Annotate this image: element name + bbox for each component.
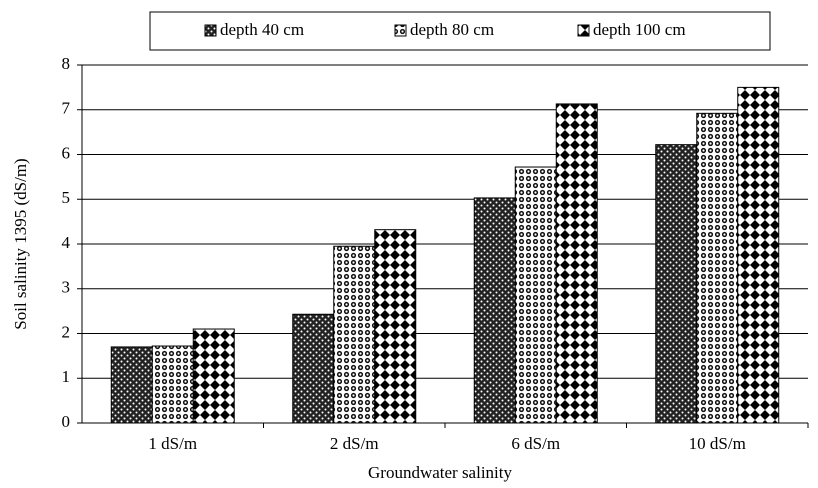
bar xyxy=(737,86,780,424)
x-tick-label: 1 dS/m xyxy=(148,434,197,453)
x-tick-label: 2 dS/m xyxy=(330,434,379,453)
legend-box xyxy=(149,11,771,51)
y-tick-label: 1 xyxy=(62,367,71,386)
y-tick-label: 7 xyxy=(62,99,71,118)
y-tick-label: 2 xyxy=(62,322,71,341)
bar xyxy=(555,103,598,424)
bar xyxy=(333,245,376,424)
bar xyxy=(151,345,194,424)
bar xyxy=(696,112,739,424)
y-tick-label: 6 xyxy=(62,143,71,162)
bar xyxy=(514,166,557,424)
x-tick-label: 6 dS/m xyxy=(511,434,560,453)
legend-label: depth 100 cm xyxy=(593,20,686,39)
legend-swatch xyxy=(577,24,590,37)
x-tick-label: 10 dS/m xyxy=(689,434,746,453)
legend-label: depth 80 cm xyxy=(410,20,494,39)
x-axis-title: Groundwater salinity xyxy=(368,463,512,482)
bar xyxy=(473,197,516,424)
bar xyxy=(374,229,417,424)
legend-label: depth 40 cm xyxy=(220,20,304,39)
y-axis-title: Soil salinity 1395 (dS/m) xyxy=(11,158,30,329)
y-tick-label: 5 xyxy=(62,188,71,207)
legend-swatch xyxy=(204,24,217,37)
bar xyxy=(192,328,235,424)
bar xyxy=(110,346,153,424)
y-tick-label: 8 xyxy=(62,54,71,73)
legend-swatch xyxy=(394,24,407,37)
y-tick-label: 4 xyxy=(62,233,71,252)
y-tick-label: 3 xyxy=(62,278,71,297)
y-tick-label: 0 xyxy=(62,412,71,431)
bar xyxy=(655,144,698,424)
bar xyxy=(292,313,335,424)
